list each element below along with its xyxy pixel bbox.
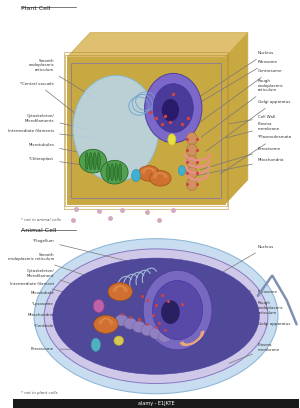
Ellipse shape [150,328,163,339]
Text: Cytoskeleton/
Microfilament: Cytoskeleton/ Microfilament [26,269,116,299]
Ellipse shape [187,178,197,191]
Text: Ribosome: Ribosome [193,60,278,107]
Text: Mitochondria: Mitochondria [28,313,105,328]
Ellipse shape [124,318,137,329]
Ellipse shape [93,153,96,170]
Ellipse shape [85,153,88,170]
Text: Ribosome: Ribosome [180,290,278,307]
Ellipse shape [153,84,193,133]
Ellipse shape [91,338,101,352]
Ellipse shape [101,160,128,184]
Ellipse shape [89,153,92,170]
Text: Smooth
endoplasmic reticulum: Smooth endoplasmic reticulum [8,253,130,291]
Ellipse shape [141,324,154,336]
Ellipse shape [132,169,140,182]
Ellipse shape [158,331,171,342]
Bar [13,399,299,408]
Ellipse shape [132,321,145,333]
Ellipse shape [143,271,212,350]
Text: Centrosome: Centrosome [184,69,282,134]
Ellipse shape [115,164,118,181]
Ellipse shape [187,144,197,156]
Ellipse shape [115,315,128,326]
Text: Animal Cell: Animal Cell [21,228,57,233]
Text: *Flagellum: *Flagellum [32,239,251,291]
Ellipse shape [178,166,185,175]
Text: Peroxisome: Peroxisome [31,347,93,351]
Text: *Centriole: *Centriole [34,324,116,345]
Polygon shape [67,180,248,204]
Text: Intermediate filament: Intermediate filament [10,282,110,305]
Text: *Chloroplast: *Chloroplast [29,157,96,167]
Text: Golgi apparatus: Golgi apparatus [206,100,290,151]
Text: Microtubule: Microtubule [30,291,107,311]
Polygon shape [67,57,225,204]
Text: Plant Cell: Plant Cell [21,6,51,11]
Text: *Plasmodesmata: *Plasmodesmata [220,135,292,174]
Ellipse shape [138,166,160,181]
Text: Cell Wall: Cell Wall [229,115,275,124]
Text: * not in plant cells: * not in plant cells [21,391,58,395]
Ellipse shape [111,164,114,181]
Ellipse shape [152,281,203,339]
Ellipse shape [150,171,171,186]
Ellipse shape [34,239,278,394]
Text: *Central vacuole: *Central vacuole [20,82,79,117]
Text: *Lysosome: *Lysosome [32,302,96,312]
Text: Rough
endoplasmic
reticulum: Rough endoplasmic reticulum [201,79,284,137]
Text: Rough
endoplasmic
reticulum: Rough endoplasmic reticulum [190,302,284,324]
Text: Nucleus: Nucleus [200,51,274,96]
Text: Nucleus: Nucleus [191,245,274,290]
Ellipse shape [145,73,202,143]
Ellipse shape [108,283,132,301]
Text: alamy - E1JKTE: alamy - E1JKTE [138,401,174,406]
Ellipse shape [106,164,110,181]
Ellipse shape [187,167,197,179]
Ellipse shape [94,315,118,333]
Text: Smooth
endoplasmic
reticulum: Smooth endoplasmic reticulum [28,59,102,102]
Ellipse shape [161,300,180,324]
Ellipse shape [168,134,176,145]
Ellipse shape [187,155,197,168]
Ellipse shape [162,99,179,122]
Ellipse shape [118,164,122,181]
Text: Intermediate filaments: Intermediate filaments [8,129,96,138]
Ellipse shape [114,336,124,345]
Ellipse shape [187,133,197,145]
Ellipse shape [53,258,259,375]
Ellipse shape [44,249,268,384]
Text: Plasma
membrane: Plasma membrane [226,122,280,138]
Ellipse shape [79,149,106,173]
Text: Microtubules: Microtubules [28,143,90,155]
Polygon shape [225,33,248,204]
Text: * not in animal cells: * not in animal cells [21,218,61,222]
Text: Mitochondria: Mitochondria [196,158,284,176]
Ellipse shape [97,153,100,170]
Ellipse shape [73,75,159,182]
Text: Peroxisome: Peroxisome [200,147,281,170]
Text: Cytoskeleton/
Microfilaments: Cytoskeleton/ Microfilaments [25,114,90,130]
Text: Golgi apparatus: Golgi apparatus [202,322,290,338]
Text: Plasma
membrane: Plasma membrane [229,343,280,364]
Polygon shape [67,33,248,57]
Ellipse shape [93,299,104,313]
